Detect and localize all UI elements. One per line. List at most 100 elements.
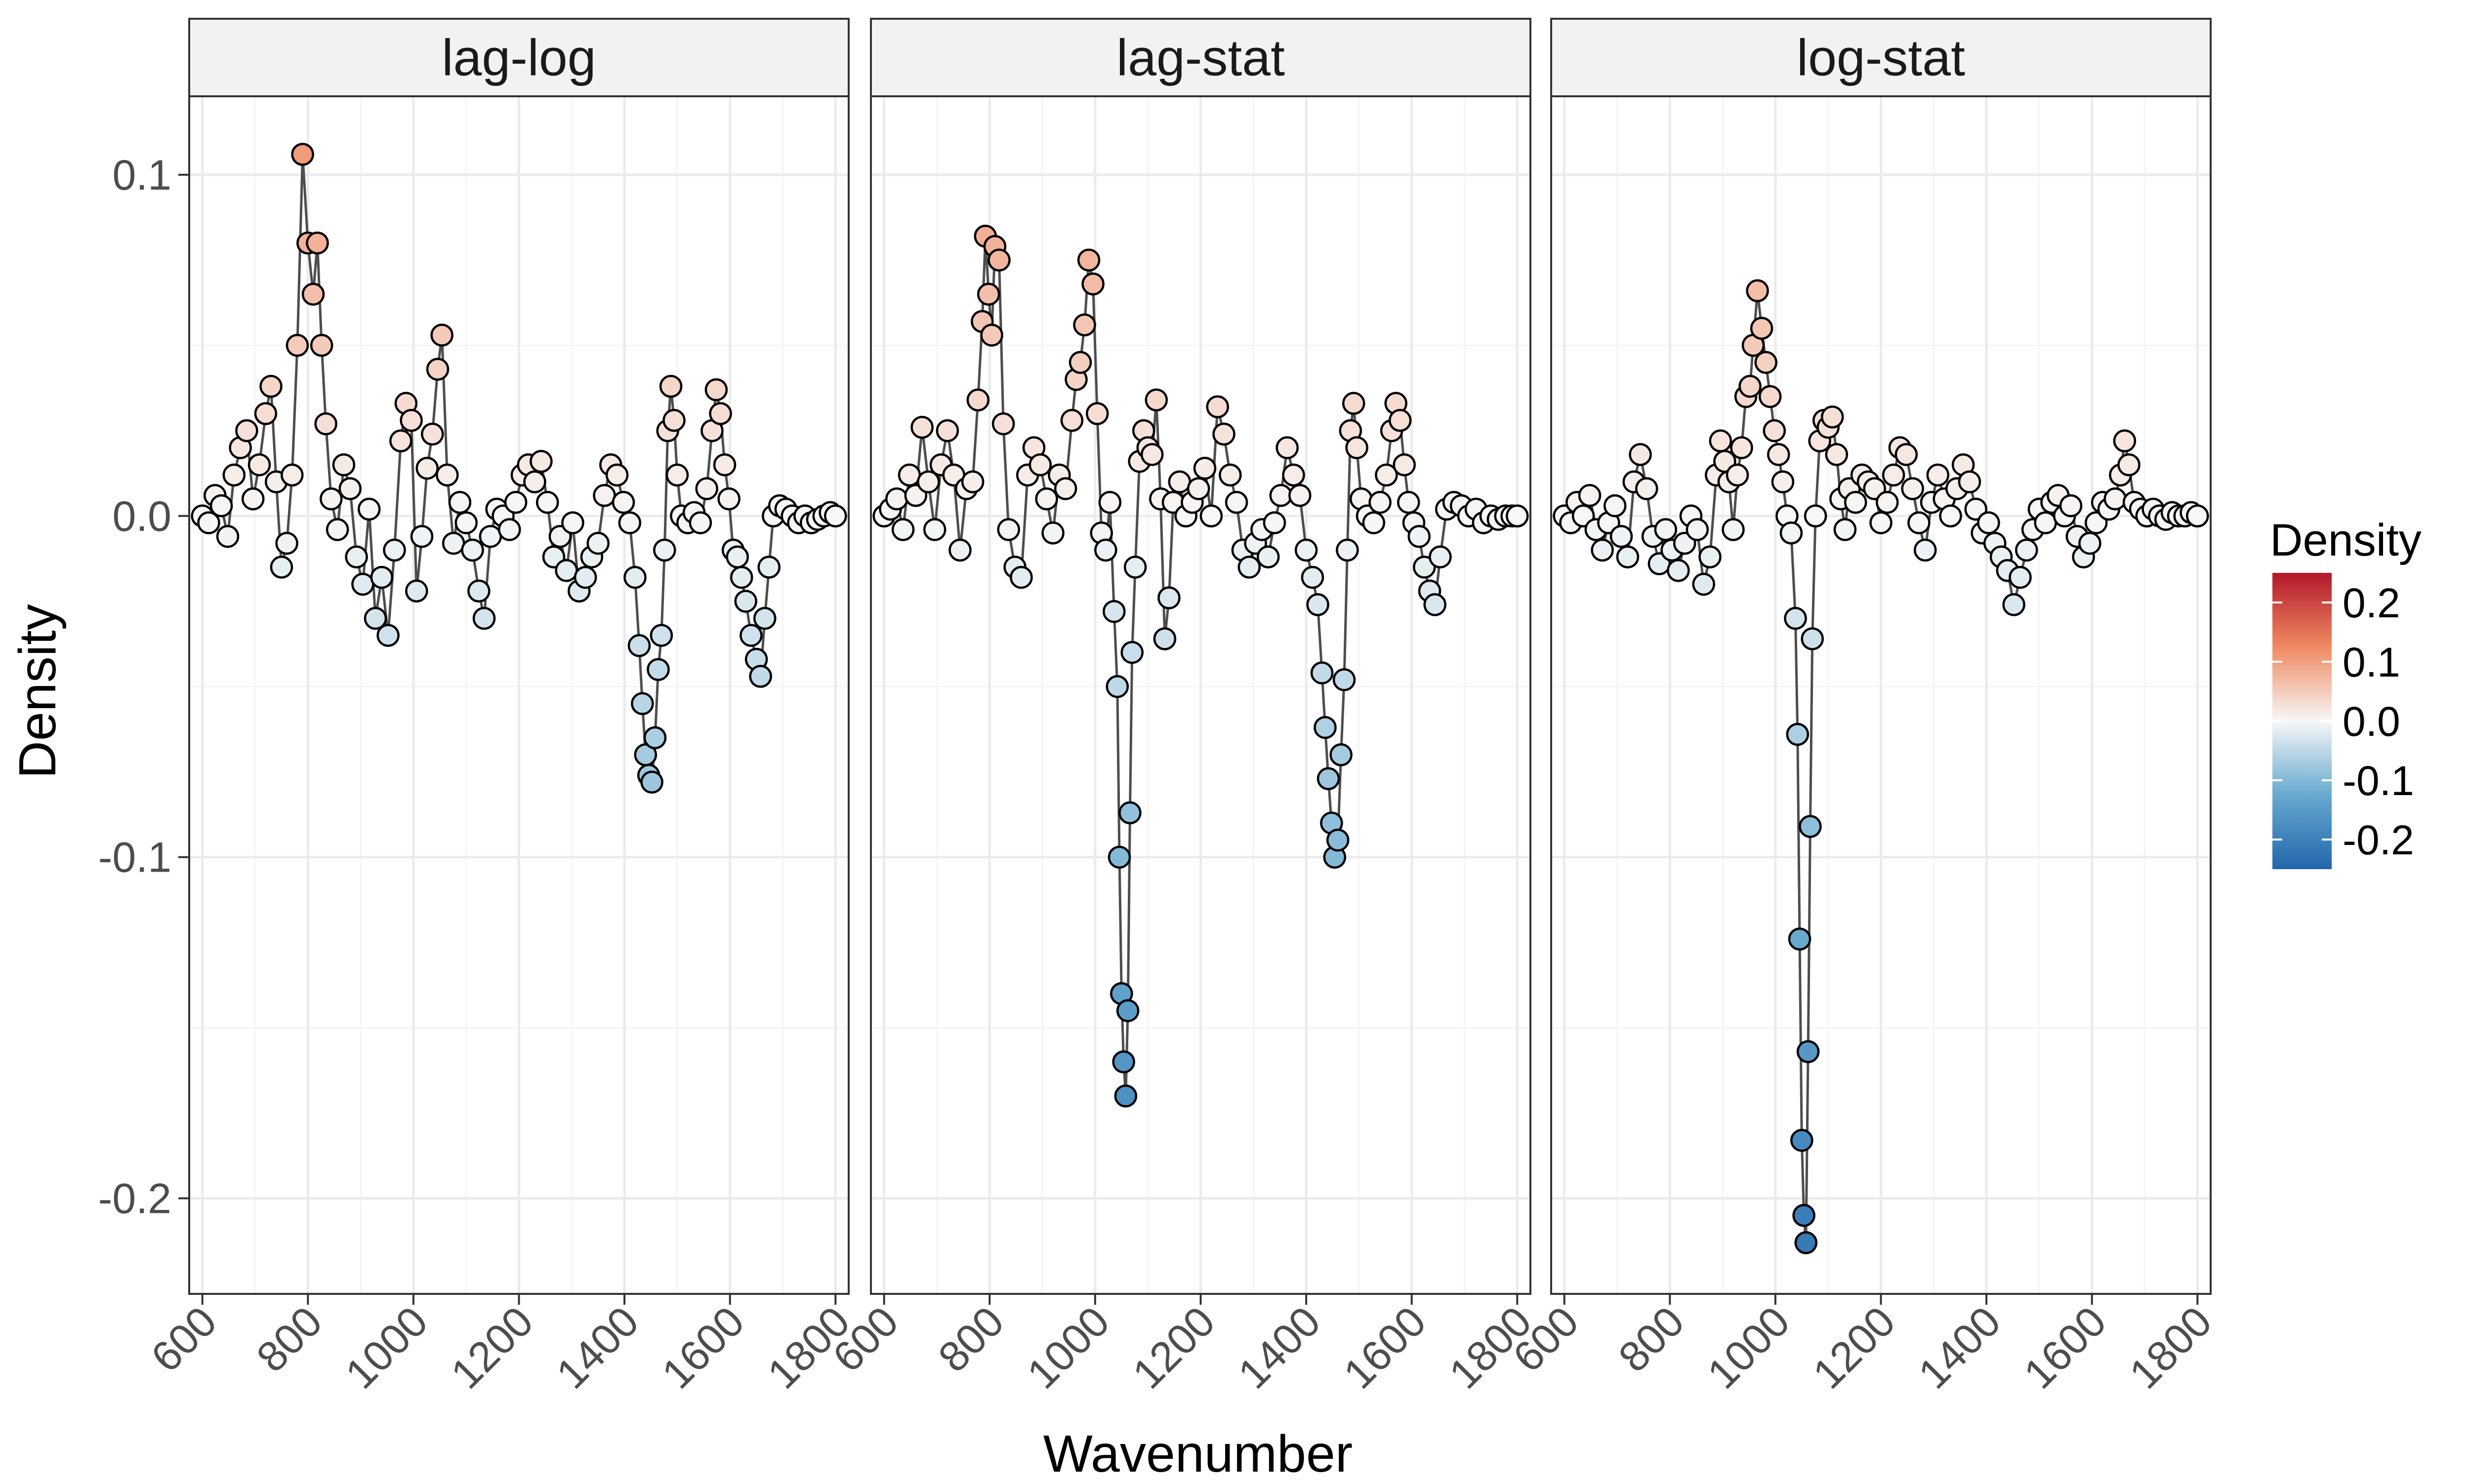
y-axis: -0.2 -0.1 0.0 0.1 (98, 152, 189, 1223)
data-point (1294, 538, 1318, 562)
data-point (504, 490, 528, 514)
data-point (1726, 463, 1749, 487)
data-point (1054, 477, 1077, 500)
data-point (370, 565, 394, 589)
data-point (1206, 395, 1229, 418)
data-point (1069, 351, 1092, 374)
data-point (405, 579, 428, 603)
data-point (426, 358, 450, 381)
data-point (1187, 477, 1210, 500)
data-point (659, 375, 683, 398)
y-axis-title: Density (8, 604, 67, 778)
data-point (1035, 487, 1058, 511)
data-point (448, 490, 472, 514)
data-point (1332, 668, 1356, 691)
data-point (241, 487, 265, 511)
data-point (1168, 470, 1192, 493)
data-point (593, 484, 616, 507)
data-point (1199, 504, 1223, 528)
data-point (665, 463, 689, 487)
data-point (197, 511, 220, 534)
data-point (410, 524, 434, 548)
data-point (749, 665, 772, 688)
data-point (2103, 487, 2127, 511)
data-point (326, 518, 349, 541)
facet-strip (870, 18, 1531, 97)
x-tick-label: 1400 (1909, 1298, 2010, 1398)
colorbar-legend: Density 0.2 0.1 0.0 -0.1 -0.2 (2270, 515, 2422, 869)
data-point (1869, 511, 1893, 534)
data-point (966, 388, 990, 412)
data-point (291, 143, 314, 166)
data-point (498, 518, 521, 541)
data-point (1157, 586, 1181, 609)
x-tick-label: 1200 (442, 1298, 542, 1398)
data-point (1212, 422, 1235, 446)
data-point (1799, 815, 1822, 838)
data-point (726, 545, 749, 568)
data-point (1429, 545, 1452, 568)
data-point (436, 463, 459, 487)
legend-tick-label: 0.2 (2343, 580, 2400, 626)
data-point (1010, 565, 1033, 589)
data-point (1060, 409, 1084, 432)
data-point (1336, 538, 1359, 562)
data-point (1310, 661, 1334, 684)
data-point (1609, 524, 1633, 548)
x-tick-label: 1000 (1018, 1298, 1118, 1398)
data-point (2034, 511, 2057, 534)
data-point (734, 590, 757, 613)
data-point (1790, 1128, 1813, 1152)
data-point (1153, 627, 1177, 650)
data-point (1796, 1040, 1820, 1063)
data-point (695, 477, 718, 500)
data-point (1306, 593, 1329, 616)
data-point (740, 624, 763, 647)
data-point (824, 504, 847, 528)
data-point (1926, 463, 1950, 487)
x-tick-label: 1600 (653, 1298, 753, 1398)
data-point (891, 518, 915, 541)
data-point (2078, 531, 2101, 555)
data-point (222, 463, 246, 487)
data-point (1326, 828, 1350, 852)
data-point (977, 282, 1000, 306)
data-point (454, 511, 478, 534)
data-point (1913, 538, 1937, 562)
data-point (1108, 845, 1131, 869)
y-tick-label: -0.1 (98, 834, 171, 882)
data-point (923, 518, 947, 541)
data-point (1098, 490, 1122, 514)
data-point (1116, 999, 1140, 1022)
legend-tick-label: -0.1 (2343, 758, 2414, 804)
x-tick-label: 600 (142, 1298, 226, 1381)
data-point (1591, 538, 1614, 562)
data-point (991, 412, 1015, 436)
x-tick-label: 1200 (1124, 1298, 1224, 1398)
data-point (1413, 556, 1436, 579)
data-point (415, 456, 439, 480)
data-point (1094, 538, 1117, 562)
data-point (1825, 443, 1849, 466)
data-point (1388, 409, 1412, 432)
x-axis-title: Wavenumber (1043, 1425, 1353, 1482)
data-point (1120, 641, 1144, 664)
data-point (910, 415, 934, 439)
data-point (1882, 463, 1905, 487)
data-point (1801, 627, 1824, 650)
data-point (442, 531, 465, 555)
data-point (1894, 443, 1918, 466)
data-point (653, 538, 676, 562)
data-point (1629, 443, 1652, 466)
data-point (301, 282, 325, 306)
data-point (1085, 402, 1109, 425)
data-point (704, 378, 728, 401)
data-point (1698, 545, 1722, 568)
data-point (430, 323, 453, 347)
legend-tick-label: 0.1 (2343, 639, 2400, 685)
facet-strip-label: lag-log (442, 30, 596, 87)
data-point (618, 511, 642, 534)
data-point (1907, 511, 1931, 534)
